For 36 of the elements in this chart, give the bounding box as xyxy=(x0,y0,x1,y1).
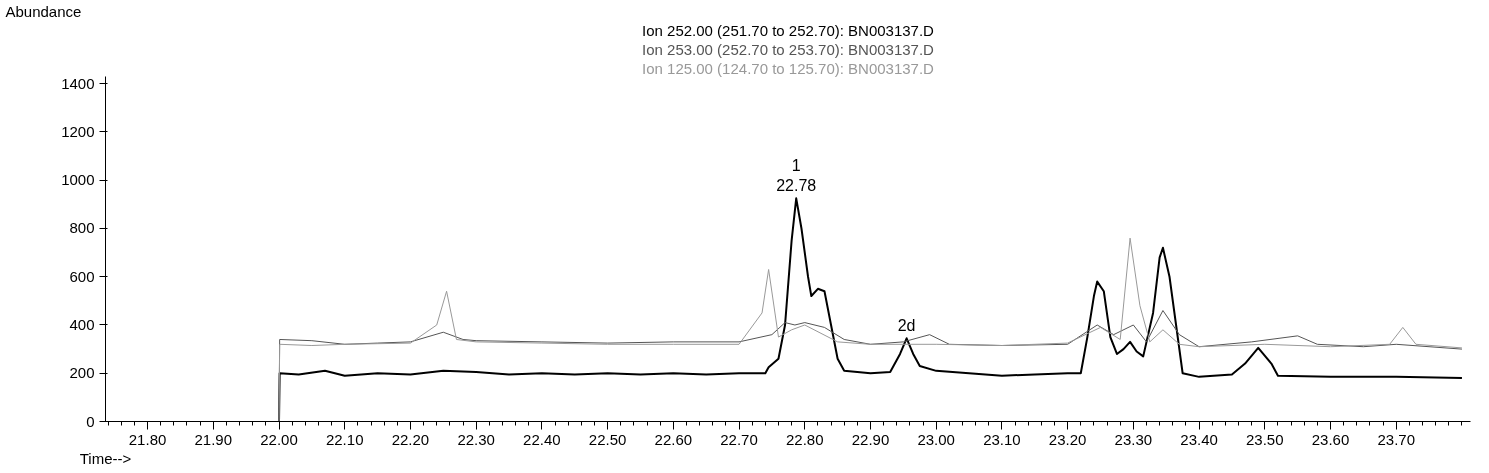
y-tick-label: 1000 xyxy=(61,171,95,189)
y-tick-label: 1200 xyxy=(61,122,95,140)
y-tick-label: 400 xyxy=(69,316,95,333)
y-axis-title: Abundance xyxy=(5,2,82,20)
x-tick-label: 23.30 xyxy=(1114,430,1153,448)
x-tick-label: 23.00 xyxy=(917,430,955,448)
x-tick-label: 23.10 xyxy=(983,430,1021,448)
x-tick-label: 21.90 xyxy=(194,430,233,448)
annotation: 1 22.78 xyxy=(776,156,817,195)
y-tick-label: 200 xyxy=(69,364,95,382)
x-tick-label: 22.50 xyxy=(588,430,627,448)
x-tick-label: 22.20 xyxy=(391,430,430,448)
text: Ion 253.00 (252.70 to 253.70): BN003137.D xyxy=(642,40,935,58)
x-tick-label: 22.70 xyxy=(720,430,758,448)
x-tick-label: 23.50 xyxy=(1246,430,1284,448)
annotation: 2d xyxy=(897,317,916,335)
y-tick-label: 800 xyxy=(69,219,95,237)
x-tick-label: 21.80 xyxy=(128,430,167,448)
y-tick-label: 600 xyxy=(69,267,95,285)
text: Ion 125.00 (124.70 to 125.70): BN003137.D xyxy=(642,59,935,77)
x-tick-label: 23.40 xyxy=(1180,430,1218,448)
x-tick-label: 22.80 xyxy=(785,430,824,448)
x-tick-label: 22.40 xyxy=(523,430,561,448)
x-tick-label: 22.00 xyxy=(260,430,298,448)
x-tick-label: 22.60 xyxy=(654,430,693,448)
x-tick-label: 22.10 xyxy=(325,430,364,448)
x-tick-label: 23.20 xyxy=(1048,430,1087,448)
x-axis-title: Time--> xyxy=(79,449,132,467)
x-tick-label: 23.70 xyxy=(1377,430,1416,448)
y-tick-label: 0 xyxy=(86,412,95,430)
y-tick-label: 1400 xyxy=(61,74,95,92)
x-tick-label: 23.60 xyxy=(1311,430,1350,448)
text: Ion 252.00 (251.70 to 252.70): BN003137.D xyxy=(642,21,935,39)
line-series xyxy=(278,237,1463,422)
x-tick-label: 22.90 xyxy=(851,430,890,448)
x-tick-label: 22.30 xyxy=(457,430,495,448)
